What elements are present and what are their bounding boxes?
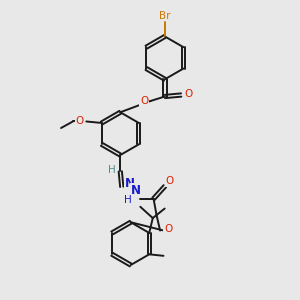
- Text: H: H: [108, 165, 116, 175]
- Text: O: O: [140, 96, 148, 106]
- Text: H: H: [124, 195, 132, 205]
- Text: O: O: [166, 176, 174, 186]
- Text: O: O: [76, 116, 84, 127]
- Text: O: O: [164, 224, 172, 234]
- Text: Br: Br: [159, 11, 171, 21]
- Text: O: O: [184, 89, 192, 99]
- Text: N: N: [125, 177, 135, 190]
- Text: N: N: [131, 184, 141, 197]
